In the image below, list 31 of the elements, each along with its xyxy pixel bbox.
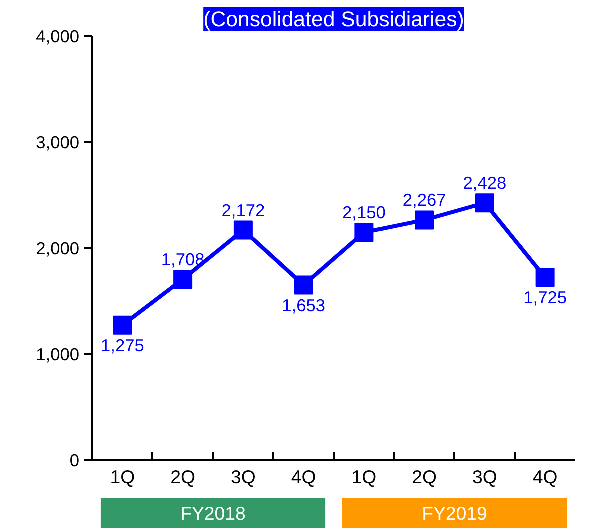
data-label: 1,275 xyxy=(101,335,144,356)
x-tick-label: 1Q xyxy=(110,466,136,488)
y-tick-label: 4,000 xyxy=(36,26,80,46)
data-label: 2,150 xyxy=(342,202,386,223)
x-tick-label: 2Q xyxy=(170,466,196,488)
text: FY2018 xyxy=(180,503,246,524)
point xyxy=(294,276,314,295)
data-label: 2,267 xyxy=(402,190,446,210)
x-tick-label: 3Q xyxy=(230,466,256,488)
y-tick-label: 1,000 xyxy=(36,344,80,364)
y-tick-label: 3,000 xyxy=(36,132,80,152)
point xyxy=(415,210,434,230)
y-tick-label: 0 xyxy=(70,450,80,470)
data-label: 1,653 xyxy=(282,295,326,316)
chart-title: (Consolidated Subsidiaries) xyxy=(204,8,464,32)
x-tick-label: 4Q xyxy=(291,466,316,488)
x-tick-label: 2Q xyxy=(412,466,438,488)
data-label: 1,725 xyxy=(524,288,568,308)
text: FY2019 xyxy=(422,503,488,524)
point xyxy=(475,194,494,213)
point xyxy=(536,268,555,288)
data-label: 2,428 xyxy=(463,173,507,194)
point xyxy=(174,270,193,289)
point xyxy=(354,223,374,242)
data-label: 2,172 xyxy=(222,200,266,220)
y-tick-label: 2,000 xyxy=(36,238,80,258)
x-tick-label: 3Q xyxy=(472,466,498,488)
point xyxy=(113,316,132,335)
x-tick-label: 4Q xyxy=(532,466,558,488)
point xyxy=(234,220,253,240)
x-tick-label: 1Q xyxy=(352,466,377,488)
